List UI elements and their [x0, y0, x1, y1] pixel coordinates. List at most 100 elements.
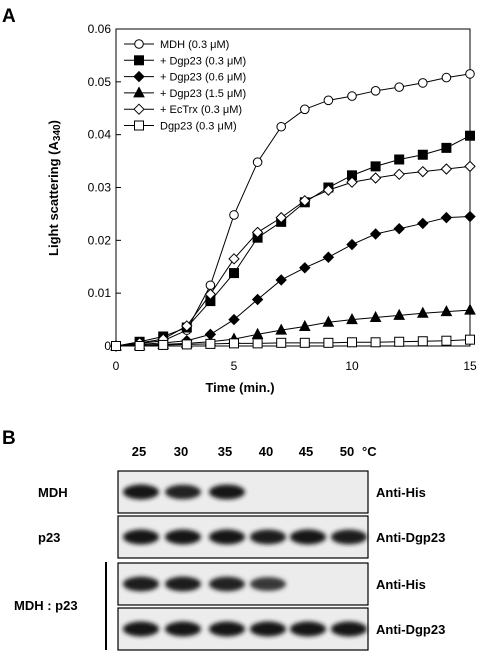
- blot-band: [209, 484, 245, 500]
- temperature-unit: °C: [362, 444, 377, 459]
- data-point: [229, 210, 239, 220]
- legend-marker: [134, 120, 144, 131]
- data-point: [418, 78, 428, 88]
- legend: MDH (0.3 μM) + Dgp23 (0.3 μM) + Dgp23 (0.6…: [124, 39, 246, 133]
- temperature-label: 25: [132, 444, 146, 459]
- data-point: [111, 341, 121, 351]
- series-line: [116, 339, 471, 347]
- legend-entry: + Dgp23 (1.5 μM): [160, 88, 246, 100]
- data-point: [441, 335, 452, 346]
- data-point: [228, 253, 240, 265]
- data-point: [205, 338, 216, 349]
- data-point: [370, 86, 381, 96]
- data-point: [228, 313, 240, 326]
- blot-band: [123, 529, 159, 545]
- y-tick-label: 0.05: [88, 75, 112, 89]
- y-tick-label: 0.01: [88, 286, 112, 300]
- data-point: [251, 226, 264, 239]
- data-point: [229, 268, 239, 279]
- blot-band: [250, 529, 286, 545]
- data-point: [369, 228, 382, 240]
- data-point: [252, 338, 263, 349]
- data-point: [440, 211, 453, 224]
- blot-band: [209, 529, 245, 545]
- data-point: [275, 323, 288, 335]
- data-point: [440, 305, 453, 317]
- data-point: [464, 210, 476, 223]
- legend-marker: [133, 86, 145, 98]
- data-point: [275, 274, 287, 286]
- data-point: [322, 251, 335, 263]
- data-point: [204, 288, 217, 300]
- antibody-label: Anti-Dgp23: [376, 530, 445, 545]
- data-point: [394, 336, 405, 347]
- series-line: [115, 73, 471, 347]
- data-point: [417, 149, 428, 160]
- blot-row-3: Anti-Dgp23: [117, 607, 445, 651]
- panel-b-label: B: [2, 428, 16, 449]
- blot-row-1: p23 Anti-Dgp23: [38, 515, 445, 559]
- x-tick-label: 15: [463, 359, 477, 373]
- series-line: [115, 216, 471, 347]
- data-point: [370, 337, 381, 348]
- blot-row-2: Anti-His: [117, 562, 426, 606]
- data-point: [464, 160, 476, 173]
- antibody-label: Anti-His: [376, 485, 426, 500]
- data-point: [347, 91, 357, 101]
- data-point: [276, 121, 287, 132]
- data-point: [393, 308, 406, 320]
- blot-band: [209, 576, 245, 592]
- series-line: [115, 165, 471, 347]
- temperature-labels: 25 30 35 40 45 50 °C: [132, 444, 377, 459]
- x-axis-title: Time (min.): [205, 380, 274, 395]
- blot-band: [165, 576, 201, 592]
- data-point: [369, 310, 382, 322]
- data-point: [440, 163, 453, 175]
- data-point: [299, 195, 311, 207]
- blot-band: [331, 529, 367, 545]
- legend-entry: + EcTrx (0.3 μM): [160, 104, 242, 116]
- blot-row-label: p23: [38, 530, 60, 545]
- data-point: [417, 336, 428, 347]
- y-tick-label: 0.04: [88, 128, 112, 142]
- data-point: [299, 337, 310, 348]
- legend-entry: + Dgp23 (0.6 μM): [160, 72, 246, 84]
- blot-row-label: MDH: [38, 485, 68, 500]
- temperature-label: 50: [340, 444, 354, 459]
- data-point: [251, 293, 264, 306]
- legend-entry: MDH (0.3 μM): [160, 39, 229, 51]
- data-point: [441, 72, 452, 83]
- data-point: [275, 211, 287, 224]
- series-group: [110, 69, 476, 352]
- data-point: [346, 238, 358, 251]
- data-point: [229, 338, 239, 349]
- data-point: [347, 337, 357, 348]
- data-point: [323, 337, 334, 348]
- legend-marker: [133, 70, 145, 83]
- data-point: [300, 104, 310, 115]
- temperature-label: 40: [259, 444, 273, 459]
- blot-band: [123, 484, 159, 500]
- blot-band: [331, 621, 367, 637]
- blot-band: [209, 621, 245, 637]
- antibody-label: Anti-His: [376, 577, 426, 592]
- y-tick-label: 0.03: [88, 181, 112, 195]
- data-point: [346, 176, 358, 188]
- data-point: [322, 184, 335, 196]
- x-tick-label: 5: [231, 359, 238, 373]
- western-blot: MDH Anti-His p23 Anti-Dgp23 Anti-His Anti-Dgp…: [38, 470, 445, 651]
- temperature-label: 35: [218, 444, 232, 459]
- data-point: [393, 168, 405, 180]
- data-point: [417, 217, 429, 230]
- data-point: [416, 306, 429, 318]
- data-point: [370, 161, 381, 172]
- data-point: [134, 341, 145, 351]
- data-point: [417, 165, 429, 178]
- data-point: [369, 172, 382, 184]
- data-point: [205, 280, 216, 291]
- legend-marker: [134, 39, 144, 49]
- legend-marker: [134, 55, 144, 66]
- panel-a-label: A: [2, 6, 16, 27]
